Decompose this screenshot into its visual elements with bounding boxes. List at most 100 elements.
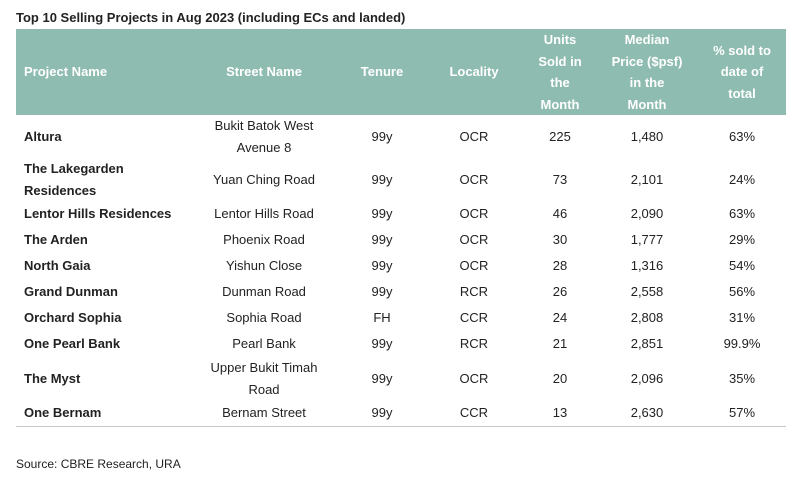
header-pct-line: date of	[720, 64, 764, 80]
table-row: The Myst Upper Bukit Timah Road 99y OCR 2…	[16, 357, 786, 400]
pct-cell: 99.9%	[723, 336, 761, 352]
header-row: Project Name Street Name Tenure Locality…	[16, 29, 786, 115]
header-pct-line: % sold to	[713, 42, 771, 58]
street-line: Upper Bukit Timah	[210, 360, 318, 375]
tenure-cell: 99y	[371, 258, 393, 274]
street-name-cell: Yuan Ching Road	[213, 171, 315, 187]
street-line: Bukit Batok West	[214, 118, 314, 133]
street-name-cell: Upper Bukit Timah Road	[188, 357, 340, 400]
tenure-cell: 99y	[371, 206, 393, 222]
project-name-cell: The Lakegarden Residences	[16, 158, 188, 201]
price-cell: 2,090	[630, 206, 664, 222]
units-cell: 21	[552, 336, 568, 352]
project-name-cell: The Arden	[24, 232, 88, 248]
price-cell: 1,316	[630, 258, 664, 274]
table-row: Lentor Hills Residences Lentor Hills Roa…	[16, 201, 786, 227]
header-street-name: Street Name	[188, 29, 340, 115]
header-locality: Locality	[424, 29, 524, 115]
header-median-price: Median Price ($psf) in the Month	[596, 29, 698, 115]
price-cell: 2,558	[630, 284, 664, 300]
pct-cell: 24%	[728, 171, 756, 187]
tenure-cell: 99y	[371, 370, 393, 386]
header-median-line: Median	[624, 32, 670, 47]
header-units-line: Units	[543, 32, 577, 47]
units-cell: 24	[552, 310, 568, 326]
header-tenure: Tenure	[340, 29, 424, 115]
table-row: One Bernam Bernam Street 99y CCR 13 2,63…	[16, 400, 786, 427]
tenure-cell: 99y	[371, 336, 393, 352]
units-cell: 30	[552, 232, 568, 248]
header-project-name: Project Name	[16, 29, 188, 115]
header-pct-line: total	[728, 85, 756, 101]
project-name-cell: North Gaia	[24, 258, 91, 274]
table-row: North Gaia Yishun Close 99y OCR 28 1,316…	[16, 253, 786, 279]
header-pct-sold: % sold to date of total	[698, 29, 786, 115]
project-name-cell: Lentor Hills Residences	[24, 206, 172, 222]
units-cell: 73	[552, 171, 568, 187]
locality-cell: OCR	[459, 206, 489, 222]
tenure-cell: 99y	[371, 128, 393, 144]
street-line: Road	[248, 381, 280, 397]
table-row: The Lakegarden Residences Yuan Ching Road…	[16, 158, 786, 201]
tenure-cell: 99y	[371, 232, 393, 248]
project-name-cell: Orchard Sophia	[24, 310, 122, 326]
pct-cell: 56%	[728, 284, 756, 300]
tenure-cell: 99y	[371, 284, 393, 300]
tenure-cell: FH	[373, 310, 391, 326]
price-cell: 2,851	[630, 336, 664, 352]
table-row: Altura Bukit Batok West Avenue 8 99y OCR …	[16, 115, 786, 158]
street-name-cell: Yishun Close	[225, 258, 303, 274]
table-row: The Arden Phoenix Road 99y OCR 30 1,777 …	[16, 227, 786, 253]
pct-cell: 29%	[728, 232, 756, 248]
price-cell: 1,777	[630, 232, 664, 248]
locality-cell: OCR	[459, 258, 489, 274]
units-cell: 46	[552, 206, 568, 222]
top-selling-projects-table: Project Name Street Name Tenure Locality…	[16, 29, 786, 427]
header-units-line: Month	[540, 96, 580, 112]
tenure-cell: 99y	[340, 400, 424, 427]
price-cell: 2,096	[630, 370, 664, 386]
locality-cell: CCR	[459, 310, 489, 326]
header-units-line: the	[550, 75, 570, 90]
table-row: Orchard Sophia Sophia Road FH CCR 24 2,8…	[16, 305, 786, 331]
price-cell: 2,630	[596, 400, 698, 427]
project-line: The Lakegarden	[24, 161, 124, 176]
pct-cell: 35%	[728, 370, 756, 386]
project-name-cell: Altura	[24, 128, 62, 144]
units-cell: 13	[524, 400, 596, 427]
street-name-cell: Bukit Batok West Avenue 8	[188, 115, 340, 158]
pct-cell: 63%	[728, 206, 756, 222]
project-line: Residences	[24, 182, 97, 198]
table-row: One Pearl Bank Pearl Bank 99y RCR 21 2,8…	[16, 331, 786, 357]
price-cell: 1,480	[630, 128, 664, 144]
price-cell: 2,101	[630, 171, 664, 187]
units-cell: 225	[549, 128, 571, 144]
header-units-line: Sold in	[538, 53, 582, 69]
street-name-cell: Pearl Bank	[232, 336, 296, 352]
locality-cell: RCR	[459, 336, 489, 352]
header-units-sold: Units Sold in the Month	[524, 29, 596, 115]
locality-cell: OCR	[459, 232, 489, 248]
pct-cell: 31%	[728, 310, 756, 326]
street-name-cell: Bernam Street	[188, 400, 340, 427]
pct-cell: 57%	[698, 400, 786, 427]
tenure-cell: 99y	[371, 171, 393, 187]
units-cell: 28	[552, 258, 568, 274]
table-title: Top 10 Selling Projects in Aug 2023 (inc…	[16, 10, 406, 25]
pct-cell: 54%	[728, 258, 756, 274]
units-cell: 26	[552, 284, 568, 300]
project-name-cell: Grand Dunman	[24, 284, 118, 300]
locality-cell: OCR	[459, 171, 489, 187]
street-name-cell: Sophia Road	[226, 310, 302, 326]
project-name-cell: One Bernam	[16, 400, 188, 427]
table-row: Grand Dunman Dunman Road 99y RCR 26 2,55…	[16, 279, 786, 305]
source-note: Source: CBRE Research, URA	[16, 457, 181, 471]
header-median-line: Price ($psf)	[611, 53, 683, 69]
project-name-cell: The Myst	[24, 370, 81, 386]
locality-cell: CCR	[424, 400, 524, 427]
header-median-line: in the	[629, 75, 665, 90]
pct-cell: 63%	[728, 128, 756, 144]
street-name-cell: Phoenix Road	[223, 232, 305, 248]
locality-cell: OCR	[459, 370, 489, 386]
units-cell: 20	[552, 370, 568, 386]
